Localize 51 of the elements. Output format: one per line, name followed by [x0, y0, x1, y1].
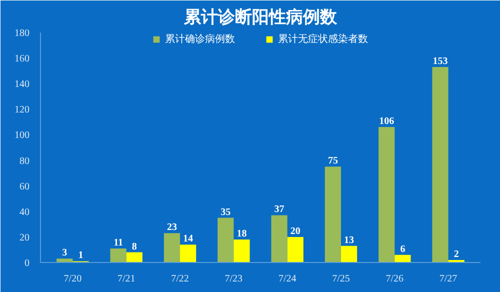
x-tick-label: 7/24: [278, 274, 296, 284]
x-tick-label: 7/25: [332, 274, 350, 284]
data-label: 3: [62, 248, 68, 259]
data-label: 18: [236, 228, 247, 240]
x-tick-label: 7/20: [64, 274, 82, 284]
bar: [324, 166, 341, 262]
data-label: 153: [432, 56, 448, 67]
x-tick-label: 7/22: [171, 274, 189, 284]
data-label: 1: [78, 250, 84, 262]
y-tick-label: 160: [14, 54, 30, 65]
data-label: 106: [379, 116, 394, 128]
bar: [164, 233, 180, 262]
bar: [126, 252, 142, 262]
data-label: 13: [344, 234, 354, 246]
y-tick-label: 80: [20, 156, 30, 167]
y-tick-label: 120: [14, 104, 30, 116]
y-tick-label: 0: [24, 258, 30, 269]
y-tick-label: 100: [14, 130, 30, 142]
data-label: 35: [220, 206, 231, 218]
data-label: 37: [274, 204, 284, 216]
y-tick-label: 180: [14, 28, 30, 39]
bar: [218, 218, 234, 262]
bar: [432, 67, 448, 262]
y-tick-label: 60: [20, 181, 30, 192]
legend-label: 累计无症状感染者数: [278, 32, 368, 46]
bar: [180, 244, 196, 262]
y-tick-label: 20: [20, 232, 30, 244]
bar: [271, 215, 288, 262]
x-tick-label: 7/26: [386, 274, 404, 284]
data-label: 14: [183, 234, 194, 245]
bar: [378, 127, 395, 262]
x-tick-label: 7/27: [439, 274, 458, 284]
bar: [394, 254, 411, 262]
legend-label: 累计确诊病例数: [165, 32, 235, 46]
data-label: 6: [400, 244, 406, 255]
data-label: 20: [290, 226, 300, 237]
data-label: 2: [454, 248, 459, 260]
bar: [340, 246, 358, 262]
data-label: 23: [166, 222, 177, 234]
x-tick-label: 7/23: [224, 274, 243, 284]
x-tick-label: 7/21: [117, 274, 136, 284]
bar: [110, 248, 126, 262]
y-tick-label: 40: [20, 206, 30, 218]
y-tick-label: 140: [14, 79, 30, 90]
data-label: 75: [328, 156, 338, 167]
bar: [287, 236, 304, 262]
bar: [234, 240, 250, 262]
data-label: 8: [132, 241, 137, 252]
chart-title: 累计诊断阳性病例数: [183, 8, 338, 28]
data-label: 11: [114, 237, 124, 248]
bar: [56, 258, 73, 262]
